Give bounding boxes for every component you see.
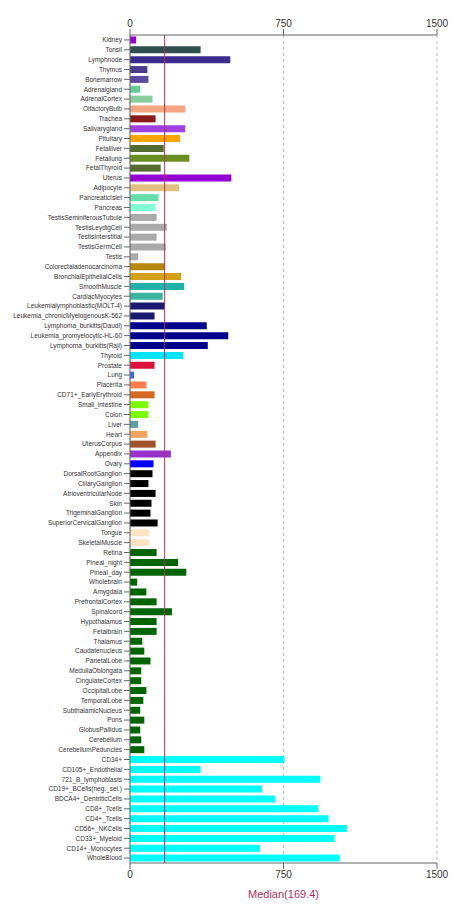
svg-text:Retina: Retina: [103, 549, 122, 556]
svg-text:Skin: Skin: [109, 500, 122, 507]
svg-text:Salivarygland: Salivarygland: [83, 125, 122, 133]
svg-text:Prostate: Prostate: [98, 362, 123, 369]
svg-text:Pineal_night: Pineal_night: [86, 559, 122, 567]
svg-text:SuperiorCervicalGanglion: SuperiorCervicalGanglion: [48, 519, 122, 527]
svg-text:Placenta: Placenta: [97, 381, 123, 388]
svg-text:TestisGermCell: TestisGermCell: [78, 243, 123, 250]
svg-text:0: 0: [127, 18, 133, 29]
svg-text:GlobusPallidus: GlobusPallidus: [79, 726, 123, 733]
svg-text:Fetalbrain: Fetalbrain: [93, 628, 122, 635]
svg-text:Small_intestine: Small_intestine: [78, 401, 122, 409]
svg-text:Ovary: Ovary: [105, 460, 123, 468]
svg-text:Pancreas: Pancreas: [95, 204, 123, 211]
svg-text:CD33+_Myeloid: CD33+_Myeloid: [76, 835, 123, 843]
svg-text:Colon: Colon: [105, 411, 122, 418]
svg-text:Median(169.4): Median(169.4): [248, 888, 319, 900]
svg-text:Liver: Liver: [108, 421, 123, 428]
svg-text:Amygdala: Amygdala: [93, 588, 122, 596]
svg-text:CD56+_NKCells: CD56+_NKCells: [74, 825, 122, 833]
svg-text:Lymphoma_burkitts(Raji): Lymphoma_burkitts(Raji): [50, 342, 122, 350]
svg-text:Thyroid: Thyroid: [100, 352, 122, 360]
svg-text:MedullaOblongata: MedullaOblongata: [69, 667, 122, 675]
svg-text:SubthalamicNucleus: SubthalamicNucleus: [63, 707, 123, 714]
svg-text:Lymphnode: Lymphnode: [88, 56, 122, 64]
svg-text:Lymphoma_burkitts(Daudi): Lymphoma_burkitts(Daudi): [44, 322, 122, 330]
svg-text:CiliaryGanglion: CiliaryGanglion: [78, 480, 122, 488]
svg-text:750: 750: [275, 18, 292, 29]
svg-text:CD8+_Tcells: CD8+_Tcells: [85, 805, 122, 813]
svg-text:AtrioventricularNode: AtrioventricularNode: [63, 490, 122, 497]
svg-text:Tonsil: Tonsil: [105, 46, 122, 53]
svg-text:TestisLeydigCell: TestisLeydigCell: [75, 224, 123, 232]
svg-text:721_B_lymphoblasts: 721_B_lymphoblasts: [62, 776, 123, 784]
svg-text:Fetallung: Fetallung: [95, 155, 122, 163]
svg-text:BDCA4+_DentriticCells: BDCA4+_DentriticCells: [55, 795, 123, 803]
svg-text:PancreaticIslet: PancreaticIslet: [79, 194, 122, 201]
svg-text:WholeBlood: WholeBlood: [87, 854, 122, 861]
svg-text:Wholebrain: Wholebrain: [89, 578, 122, 585]
svg-text:Lung: Lung: [108, 371, 123, 379]
svg-text:0: 0: [127, 869, 133, 880]
svg-text:TemporalLobe: TemporalLobe: [81, 697, 123, 705]
svg-text:OccipitalLobe: OccipitalLobe: [83, 687, 123, 695]
svg-text:Adipocyte: Adipocyte: [93, 184, 122, 192]
svg-text:TrigeminalGanglion: TrigeminalGanglion: [66, 509, 123, 517]
svg-text:OlfactoryBulb: OlfactoryBulb: [83, 105, 122, 113]
svg-text:1500: 1500: [426, 18, 449, 29]
svg-text:Trachea: Trachea: [98, 115, 122, 122]
svg-text:Caudatenucleus: Caudatenucleus: [75, 647, 123, 654]
svg-text:Appendix: Appendix: [95, 450, 123, 458]
svg-text:Heart: Heart: [106, 431, 122, 438]
svg-text:FetalThyroid: FetalThyroid: [86, 164, 123, 172]
svg-text:Leukemia_promyelocytic-HL-60: Leukemia_promyelocytic-HL-60: [31, 332, 123, 340]
svg-text:750: 750: [275, 869, 292, 880]
svg-text:Thymus: Thymus: [99, 66, 123, 74]
svg-text:Spinalcord: Spinalcord: [91, 608, 122, 616]
svg-text:Tongue: Tongue: [101, 529, 123, 537]
svg-text:SkeletalMuscle: SkeletalMuscle: [78, 539, 122, 546]
svg-text:UterusCorpus: UterusCorpus: [82, 440, 123, 448]
svg-text:TestisInterstitial: TestisInterstitial: [78, 233, 123, 240]
svg-text:1500: 1500: [426, 869, 449, 880]
svg-text:CardiacMyocytes: CardiacMyocytes: [72, 293, 123, 301]
svg-text:Leukemia_chronicMyelogenousK-5: Leukemia_chronicMyelogenousK-562: [13, 312, 122, 320]
svg-text:Leukemialymphoblastic(MOLT-4): Leukemialymphoblastic(MOLT-4): [27, 302, 122, 310]
svg-text:CD14+_Monocytes: CD14+_Monocytes: [67, 845, 123, 853]
svg-text:Thalamus: Thalamus: [93, 638, 122, 645]
svg-text:Kidney: Kidney: [102, 36, 123, 44]
svg-text:CD71+_EarlyErythroid: CD71+_EarlyErythroid: [57, 391, 122, 399]
svg-text:Pineal_day: Pineal_day: [90, 569, 123, 577]
svg-text:BronchialEpithelialCells: BronchialEpithelialCells: [54, 273, 123, 281]
svg-text:Uterus: Uterus: [103, 174, 123, 181]
svg-text:SmoothMuscle: SmoothMuscle: [79, 283, 122, 290]
svg-text:AdrenalCortex: AdrenalCortex: [80, 95, 122, 102]
svg-text:Fetalliver: Fetalliver: [96, 145, 123, 152]
svg-text:Pituitary: Pituitary: [99, 135, 123, 143]
svg-text:Hypothalamus: Hypothalamus: [80, 618, 122, 626]
svg-text:CingulateCortex: CingulateCortex: [75, 677, 122, 685]
svg-text:Adrenalgland: Adrenalgland: [84, 86, 123, 94]
svg-text:ParietalLobe: ParietalLobe: [86, 657, 123, 664]
svg-text:PrefrontalCortex: PrefrontalCortex: [75, 598, 123, 605]
svg-text:TestisSeminiferousTubule: TestisSeminiferousTubule: [48, 214, 123, 221]
svg-text:DorsalRootGanglion: DorsalRootGanglion: [63, 470, 122, 478]
svg-text:CerebellumPeduncles: CerebellumPeduncles: [58, 746, 122, 753]
svg-text:CD4+_Tcells: CD4+_Tcells: [85, 815, 122, 823]
svg-text:Colorectaladenocarcinoma: Colorectaladenocarcinoma: [45, 263, 123, 270]
svg-text:Cerebellum: Cerebellum: [89, 736, 122, 743]
svg-text:Testis: Testis: [105, 253, 122, 260]
svg-text:CD19+_BCells(neg._sel.): CD19+_BCells(neg._sel.): [48, 785, 122, 793]
svg-text:Bonemarrow: Bonemarrow: [85, 76, 122, 83]
svg-text:CD34+: CD34+: [102, 756, 123, 763]
svg-text:Pons: Pons: [107, 716, 123, 723]
svg-text:CD105+_Endothelial: CD105+_Endothelial: [62, 766, 122, 774]
